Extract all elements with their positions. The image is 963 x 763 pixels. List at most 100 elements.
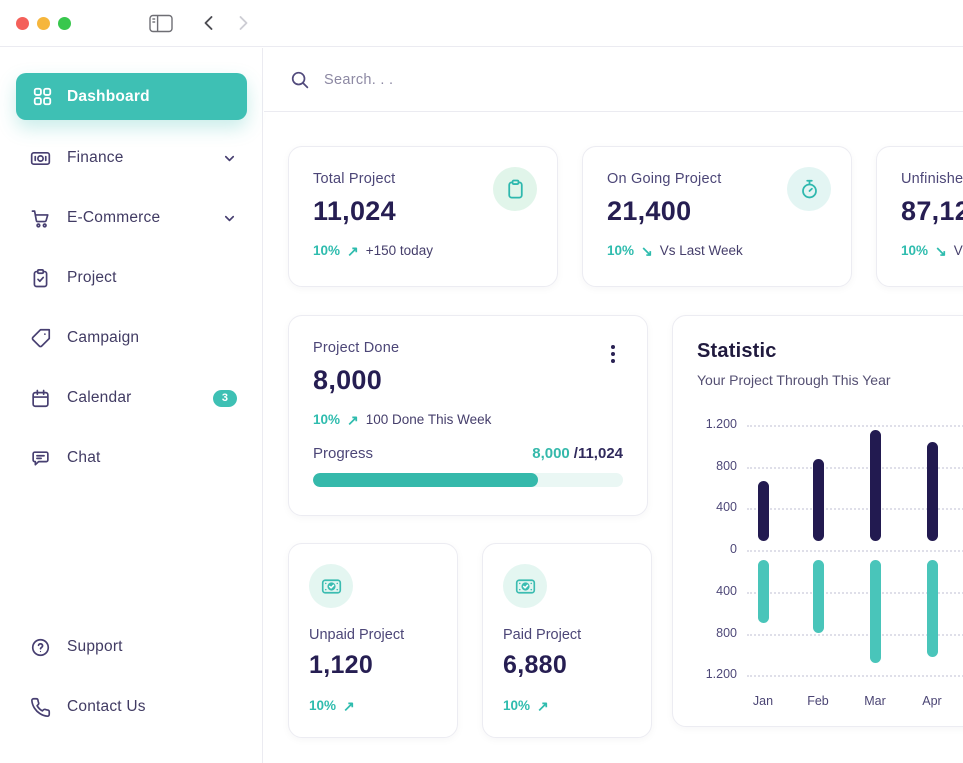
progress-fill <box>313 473 539 487</box>
search-bar <box>264 48 963 112</box>
cart-icon <box>30 208 51 229</box>
chart-subtitle: Your Project Through This Year <box>697 372 891 388</box>
y-axis-tick-label: 800 <box>716 458 737 473</box>
close-window-button[interactable] <box>16 16 29 30</box>
delta-percent: 10% <box>313 412 341 427</box>
progress-bar <box>313 473 623 487</box>
sidebar-toggle-icon[interactable] <box>149 14 173 33</box>
sidebar-item-label: Chat <box>67 449 101 466</box>
y-axis-tick-label: 800 <box>716 625 737 640</box>
clipboard-icon <box>493 167 537 211</box>
more-options-button[interactable] <box>603 342 623 366</box>
sidebar-item-calendar[interactable]: Calendar 3 <box>0 368 263 428</box>
trend-down-icon: ↘ <box>641 242 653 259</box>
bar-above-axis <box>926 441 938 542</box>
sidebar-item-campaign[interactable]: Campaign <box>0 308 263 368</box>
chart-gridline <box>747 550 963 553</box>
delta-percent: 10% <box>309 698 337 713</box>
total-project-card: Total Project 11,024 10% ↗ +150 today <box>288 146 558 287</box>
y-axis-tick-label: 1.200 <box>705 417 737 431</box>
money-check-icon <box>309 564 353 608</box>
y-axis-tick-label: 1.200 <box>705 667 737 682</box>
bar-below-axis <box>812 560 824 634</box>
sidebar-item-label: Campaign <box>67 329 140 346</box>
delta-context: 100 Done This Week <box>365 412 492 427</box>
sidebar-item-label: Contact Us <box>67 698 146 715</box>
chart-gridline <box>747 633 963 636</box>
delta-percent: 10% <box>607 243 635 258</box>
y-axis-tick-label: 400 <box>716 500 737 515</box>
chart-title: Statistic <box>697 340 777 362</box>
sidebar-item-dashboard[interactable]: Dashboard <box>16 73 247 120</box>
card-label: Unfinished Project <box>901 171 963 187</box>
trend-up-icon: ↗ <box>347 411 359 428</box>
sidebar-item-ecommerce[interactable]: E-Commerce <box>0 188 263 248</box>
chart-gridline <box>747 675 963 678</box>
chevron-down-icon[interactable] <box>222 211 237 226</box>
chart-gridline <box>747 591 963 594</box>
grid-icon <box>32 86 53 107</box>
sidebar-item-project[interactable]: Project <box>0 248 263 308</box>
window-titlebar <box>0 0 963 47</box>
progress-total-value: /11,024 <box>573 445 623 462</box>
chevron-down-icon[interactable] <box>222 151 237 166</box>
card-value: 8,000 <box>313 365 383 395</box>
trend-down-icon: ↘ <box>935 242 947 259</box>
progress-current-value: 8,000 <box>532 445 570 462</box>
progress-label: Progress <box>313 445 374 462</box>
search-input[interactable] <box>324 71 963 88</box>
card-value: 11,024 <box>313 196 396 226</box>
card-value: 87,120 <box>901 196 963 226</box>
x-axis-tick-label: Jan <box>752 694 774 708</box>
window-controls <box>16 16 71 30</box>
x-axis-tick-label: Apr <box>922 694 942 708</box>
delta-context: +150 today <box>365 243 433 258</box>
forward-button[interactable] <box>235 14 251 32</box>
sidebar-item-chat[interactable]: Chat <box>0 428 263 488</box>
tag-icon <box>30 328 51 349</box>
paid-project-card: Paid Project 6,880 10% ↗ <box>482 543 652 738</box>
x-axis-tick-label: Mar <box>864 694 886 708</box>
sidebar-item-finance[interactable]: Finance <box>0 128 263 188</box>
bar-below-axis <box>926 560 938 658</box>
sidebar-item-label: Project <box>67 269 117 286</box>
chart-gridline <box>747 425 963 427</box>
chat-bubble-icon <box>30 448 51 469</box>
minimize-window-button[interactable] <box>37 16 50 30</box>
zoom-window-button[interactable] <box>58 16 71 30</box>
bar-above-axis <box>757 481 769 542</box>
card-label: Total Project <box>313 171 396 187</box>
stopwatch-icon <box>787 167 831 211</box>
trend-up-icon: ↗ <box>343 697 355 714</box>
card-label: Paid Project <box>503 627 582 643</box>
trend-up-icon: ↗ <box>537 697 549 714</box>
sidebar-item-support[interactable]: Support <box>0 617 263 677</box>
delta-context: Vs Last Week <box>953 243 963 258</box>
sidebar: Dashboard Finance <box>0 48 263 763</box>
delta-percent: 10% <box>901 243 929 258</box>
chart-gridline <box>747 508 963 511</box>
bar-above-axis <box>869 430 881 542</box>
search-icon <box>290 70 310 90</box>
sidebar-item-label: E-Commerce <box>67 209 161 226</box>
calendar-badge: 3 <box>212 389 237 407</box>
sidebar-menu: Finance E-Commerce <box>0 128 263 488</box>
sidebar-item-label: Finance <box>67 149 124 166</box>
x-axis-tick-label: Feb <box>807 694 829 708</box>
back-button[interactable] <box>201 14 217 32</box>
bar-below-axis <box>869 560 881 663</box>
delta-percent: 10% <box>313 243 341 258</box>
phone-icon <box>30 697 51 718</box>
card-label: Unpaid Project <box>309 627 405 643</box>
card-value: 6,880 <box>503 651 568 679</box>
money-check-icon <box>503 564 547 608</box>
ongoing-project-card: On Going Project 21,400 10% ↘ Vs Last We… <box>582 146 852 287</box>
card-value: 21,400 <box>607 196 692 226</box>
chart-gridline <box>747 466 963 469</box>
sidebar-item-label: Support <box>67 638 123 655</box>
sidebar-item-contact-us[interactable]: Contact Us <box>0 677 263 737</box>
sidebar-item-label: Dashboard <box>67 87 150 105</box>
unpaid-project-card: Unpaid Project 1,120 10% ↗ <box>288 543 458 738</box>
statistic-chart: 1.200 800 400 0 400 800 1.200 Jan Feb Mar Apr <box>673 316 963 726</box>
